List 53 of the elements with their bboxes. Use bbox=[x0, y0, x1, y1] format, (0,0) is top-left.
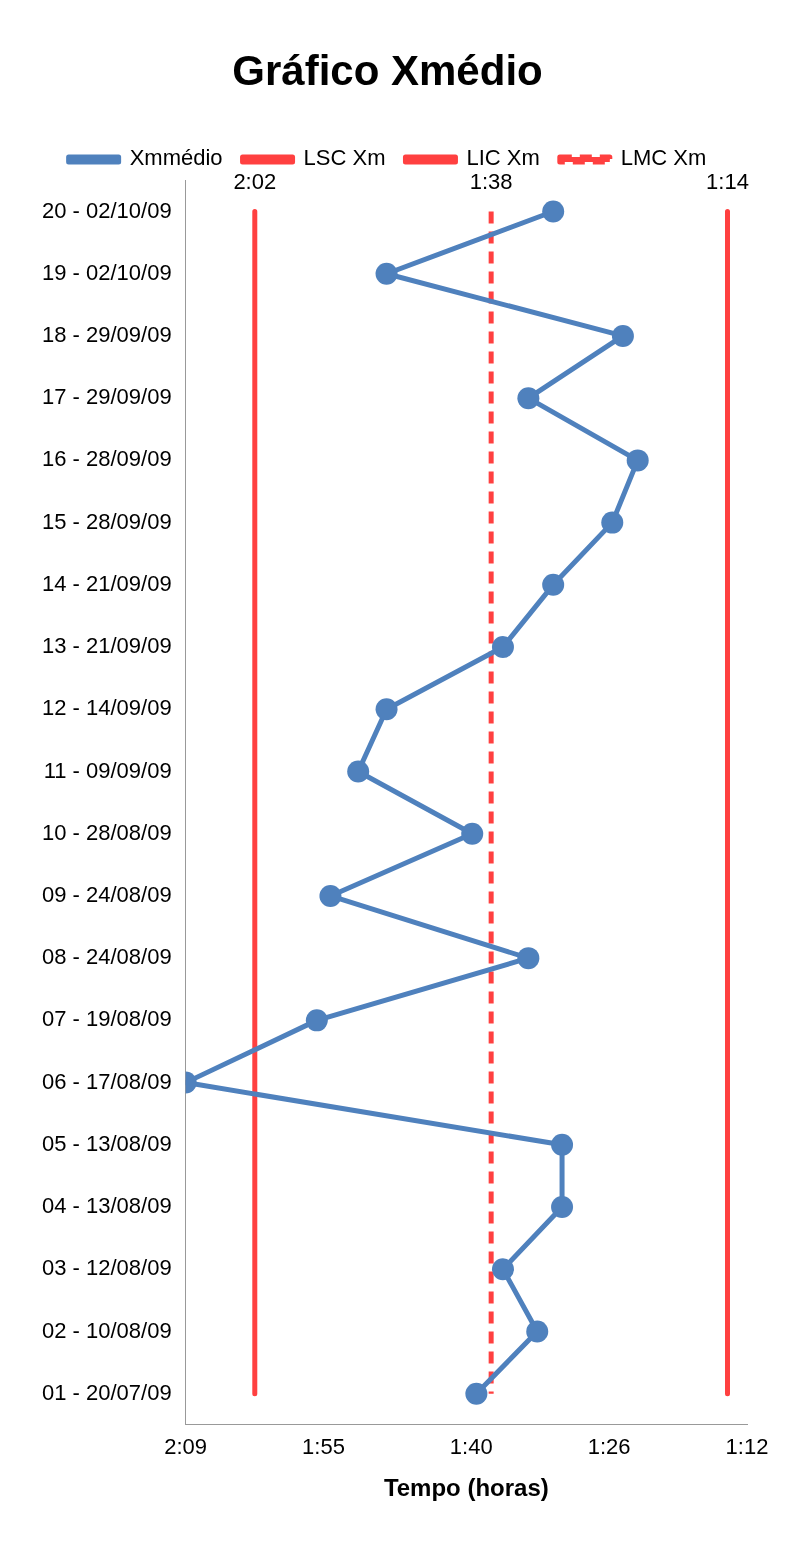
point bbox=[517, 947, 540, 970]
annotation: 1:38 bbox=[469, 168, 513, 194]
point bbox=[305, 1009, 328, 1032]
y-tick-label: 07 - 19/08/09 bbox=[41, 1006, 172, 1032]
y-tick-label: 14 - 21/09/09 bbox=[41, 570, 172, 596]
y-tick-label: 03 - 12/08/09 bbox=[41, 1255, 172, 1281]
y-tick-label: 20 - 02/10/09 bbox=[41, 197, 172, 223]
y-tick-label: 13 - 21/09/09 bbox=[41, 633, 172, 659]
x-tick-label: 1:12 bbox=[725, 1434, 769, 1460]
y-tick-label: 12 - 14/09/09 bbox=[41, 695, 172, 721]
x-tick-label: 1:26 bbox=[587, 1434, 631, 1460]
point bbox=[375, 698, 398, 721]
legend-label: LIC Xm bbox=[466, 145, 540, 171]
y-tick-label: 18 - 29/09/09 bbox=[41, 322, 172, 348]
point bbox=[375, 262, 398, 285]
legend-label: LMC Xm bbox=[620, 145, 707, 171]
y-tick-label: 01 - 20/07/09 bbox=[41, 1379, 172, 1405]
y-tick-label: 15 - 28/09/09 bbox=[41, 508, 172, 534]
point bbox=[542, 573, 565, 596]
legend-label: Xmmédio bbox=[129, 145, 223, 171]
point bbox=[626, 449, 649, 472]
y-tick-label: 10 - 28/08/09 bbox=[41, 819, 172, 845]
y-tick-label: 08 - 24/08/09 bbox=[41, 944, 172, 970]
y-tick-label: 06 - 17/08/09 bbox=[41, 1068, 172, 1094]
point bbox=[491, 636, 514, 659]
point bbox=[517, 387, 540, 410]
x-tick-label: 2:09 bbox=[164, 1434, 208, 1460]
x-tick-label: 1:40 bbox=[449, 1434, 493, 1460]
y-tick-label: 05 - 13/08/09 bbox=[41, 1130, 172, 1156]
point bbox=[551, 1196, 574, 1219]
y-tick-label: 17 - 29/09/09 bbox=[41, 384, 172, 410]
y-tick-label: 09 - 24/08/09 bbox=[41, 881, 172, 907]
point bbox=[347, 760, 370, 783]
point bbox=[601, 511, 624, 534]
point bbox=[551, 1133, 574, 1156]
y-tick-label: 19 - 02/10/09 bbox=[41, 259, 172, 285]
y-tick-label: 11 - 09/09/09 bbox=[43, 757, 172, 783]
point bbox=[491, 1258, 514, 1281]
annotation: 1:14 bbox=[706, 168, 749, 194]
point bbox=[461, 822, 484, 845]
point bbox=[611, 324, 634, 347]
x-axis-title: Tempo (horas) bbox=[383, 1474, 549, 1502]
point bbox=[542, 200, 565, 223]
point bbox=[319, 884, 342, 907]
y-tick-label: 16 - 28/09/09 bbox=[41, 446, 172, 472]
annotation: 2:02 bbox=[233, 168, 277, 194]
y-tick-label: 04 - 13/08/09 bbox=[41, 1193, 172, 1219]
legend-label: LSC Xm bbox=[303, 145, 386, 171]
chart-title: Gráfico Xmédio bbox=[232, 46, 543, 94]
point bbox=[526, 1320, 549, 1343]
x-tick-label: 1:55 bbox=[302, 1434, 345, 1460]
point bbox=[465, 1382, 488, 1405]
y-tick-label: 02 - 10/08/09 bbox=[41, 1317, 172, 1343]
